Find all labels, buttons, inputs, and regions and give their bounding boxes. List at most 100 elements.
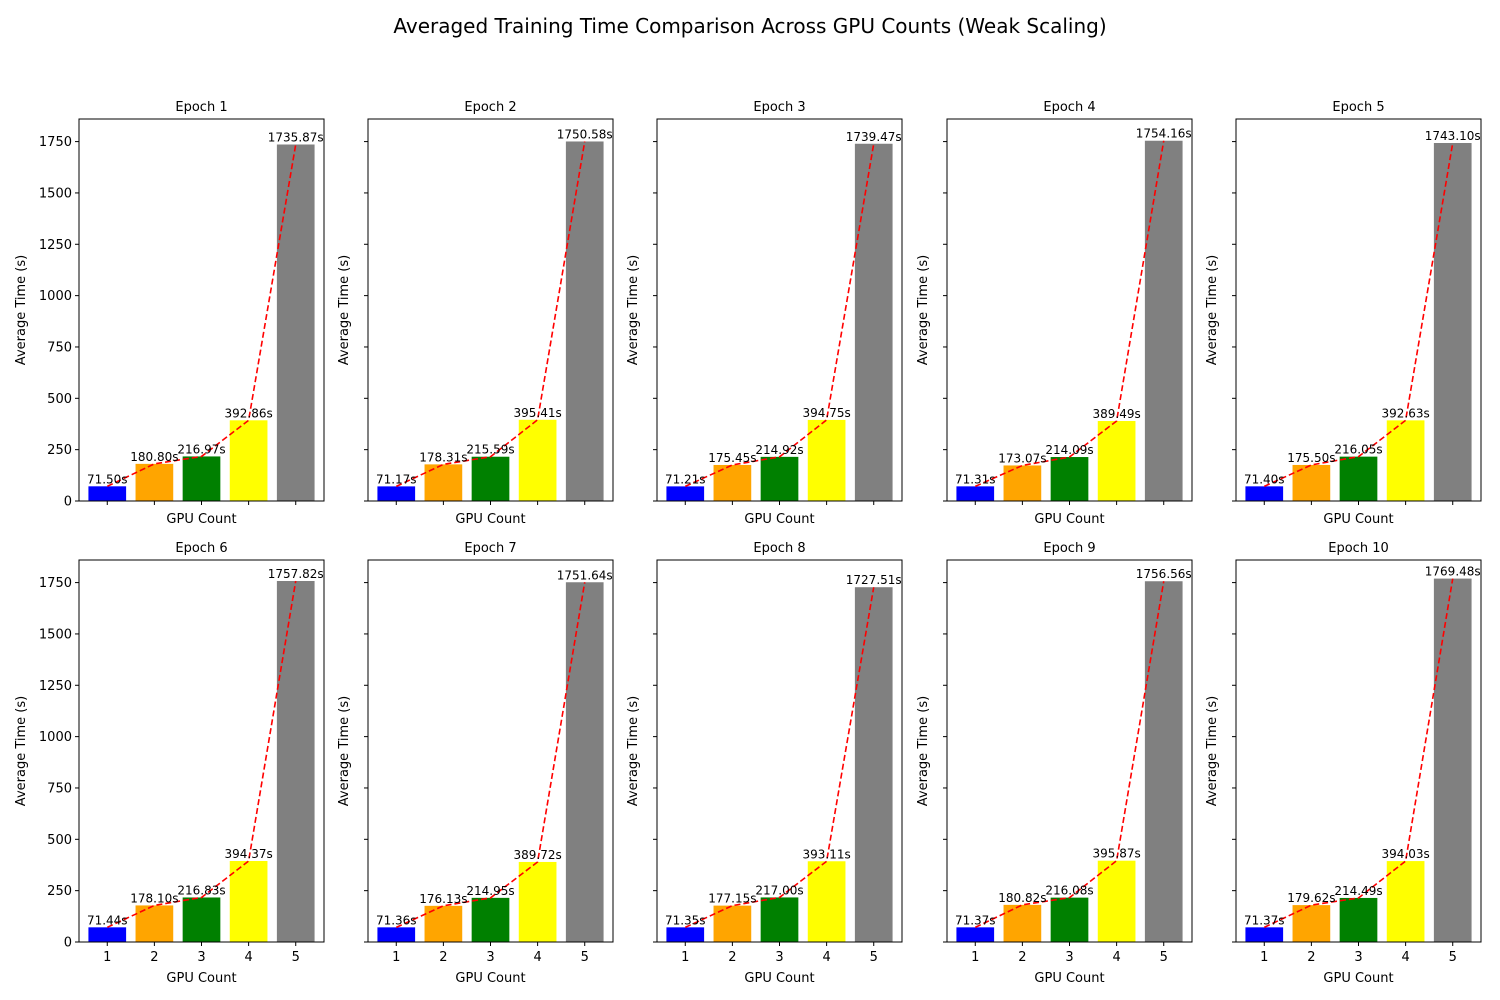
value-label: 71.31s (955, 472, 996, 486)
x-tick-label: 3 (775, 950, 783, 965)
bar-gpu-4 (1097, 421, 1136, 501)
x-tick-label: 5 (1449, 950, 1457, 965)
bar-gpu-1 (1245, 927, 1284, 942)
value-label: 216.08s (1045, 884, 1093, 898)
y-tick-label: 1000 (39, 730, 72, 745)
x-axis-label: GPU Count (1034, 512, 1104, 527)
bar-gpu-4 (229, 861, 268, 942)
trend-line (1263, 578, 1454, 929)
value-label: 214.95s (466, 884, 514, 898)
bar-gpu-1 (956, 486, 995, 501)
x-tick-label: 1 (971, 950, 979, 965)
value-label: 216.97s (177, 442, 225, 456)
trend-line (974, 140, 1165, 488)
y-tick-label: 250 (47, 884, 72, 899)
bar-gpu-5 (1433, 143, 1472, 502)
value-label: 180.82s (998, 891, 1046, 905)
subplot-title: Epoch 6 (175, 541, 227, 556)
y-tick-label: 1000 (39, 289, 72, 304)
y-axis-label: Average Time (s) (916, 255, 931, 365)
x-axis-label: GPU Count (1323, 971, 1393, 986)
y-axis-label: Average Time (s) (1205, 696, 1220, 806)
bar-gpu-1 (377, 927, 416, 942)
y-tick-label: 1500 (39, 627, 72, 642)
x-tick-label: 4 (822, 950, 830, 965)
value-label: 395.41s (513, 406, 561, 420)
value-label: 173.07s (998, 451, 1046, 465)
bar-gpu-3 (1050, 457, 1089, 501)
value-label: 71.37s (1244, 913, 1285, 927)
y-axis-label: Average Time (s) (626, 255, 641, 365)
value-label: 395.87s (1092, 847, 1140, 861)
value-label: 71.36s (376, 913, 417, 927)
bar-gpu-5 (565, 141, 604, 501)
x-tick-label: 2 (1307, 950, 1315, 965)
bar-gpu-5 (1144, 581, 1183, 942)
value-label: 1727.51s (846, 573, 902, 587)
value-label: 1754.16s (1136, 127, 1192, 141)
x-tick-label: 4 (1401, 950, 1409, 965)
x-axis-label: GPU Count (744, 971, 814, 986)
bar-gpu-4 (1386, 420, 1425, 501)
x-tick-label: 5 (292, 950, 300, 965)
bar-gpu-4 (229, 420, 268, 501)
value-label: 389.49s (1092, 407, 1140, 421)
bar-gpu-3 (1339, 897, 1378, 942)
value-label: 180.80s (130, 450, 178, 464)
x-tick-label: 2 (728, 950, 736, 965)
y-axis-label: Average Time (s) (626, 696, 641, 806)
bar-gpu-3 (471, 897, 510, 942)
value-label: 1735.87s (268, 130, 324, 144)
y-tick-label: 0 (64, 936, 72, 951)
bar-gpu-1 (88, 927, 127, 942)
bar-gpu-3 (1050, 897, 1089, 942)
bar-gpu-4 (1386, 861, 1425, 942)
x-tick-label: 5 (870, 950, 878, 965)
bar-gpu-4 (1097, 860, 1136, 942)
value-label: 393.11s (802, 847, 850, 861)
x-tick-label: 4 (533, 950, 541, 965)
value-label: 215.59s (466, 443, 514, 457)
x-tick-label: 1 (1260, 950, 1268, 965)
value-label: 214.09s (1045, 443, 1093, 457)
bar-gpu-1 (1245, 486, 1284, 501)
bar-gpu-5 (565, 582, 604, 942)
bar-gpu-1 (666, 927, 705, 942)
bar-gpu-1 (956, 927, 995, 942)
value-label: 217.00s (755, 883, 803, 897)
bar-gpu-4 (518, 861, 557, 942)
x-axis-label: GPU Count (455, 971, 525, 986)
bar-gpu-3 (760, 897, 799, 942)
value-label: 178.31s (419, 450, 467, 464)
subplot-title: Epoch 10 (1328, 541, 1388, 556)
value-label: 71.50s (87, 472, 128, 486)
x-tick-label: 1 (681, 950, 689, 965)
subplot-title: Epoch 3 (753, 100, 805, 115)
value-label: 214.92s (755, 443, 803, 457)
value-label: 216.05s (1334, 443, 1382, 457)
x-axis-label: GPU Count (455, 512, 525, 527)
y-tick-label: 750 (47, 781, 72, 796)
x-tick-label: 2 (150, 950, 158, 965)
bar-gpu-5 (854, 143, 893, 501)
bar-gpu-4 (807, 861, 846, 942)
y-tick-label: 1750 (39, 576, 72, 591)
bar-gpu-5 (276, 580, 315, 942)
value-label: 1750.58s (557, 127, 613, 141)
value-label: 216.83s (177, 883, 225, 897)
subplot-title: Epoch 7 (464, 541, 516, 556)
value-label: 214.49s (1334, 884, 1382, 898)
y-tick-label: 0 (64, 495, 72, 510)
x-tick-label: 3 (486, 950, 494, 965)
x-tick-label: 4 (244, 950, 252, 965)
y-axis-label: Average Time (s) (14, 696, 29, 806)
value-label: 394.75s (802, 406, 850, 420)
value-label: 389.72s (513, 848, 561, 862)
bar-gpu-5 (1433, 578, 1472, 942)
